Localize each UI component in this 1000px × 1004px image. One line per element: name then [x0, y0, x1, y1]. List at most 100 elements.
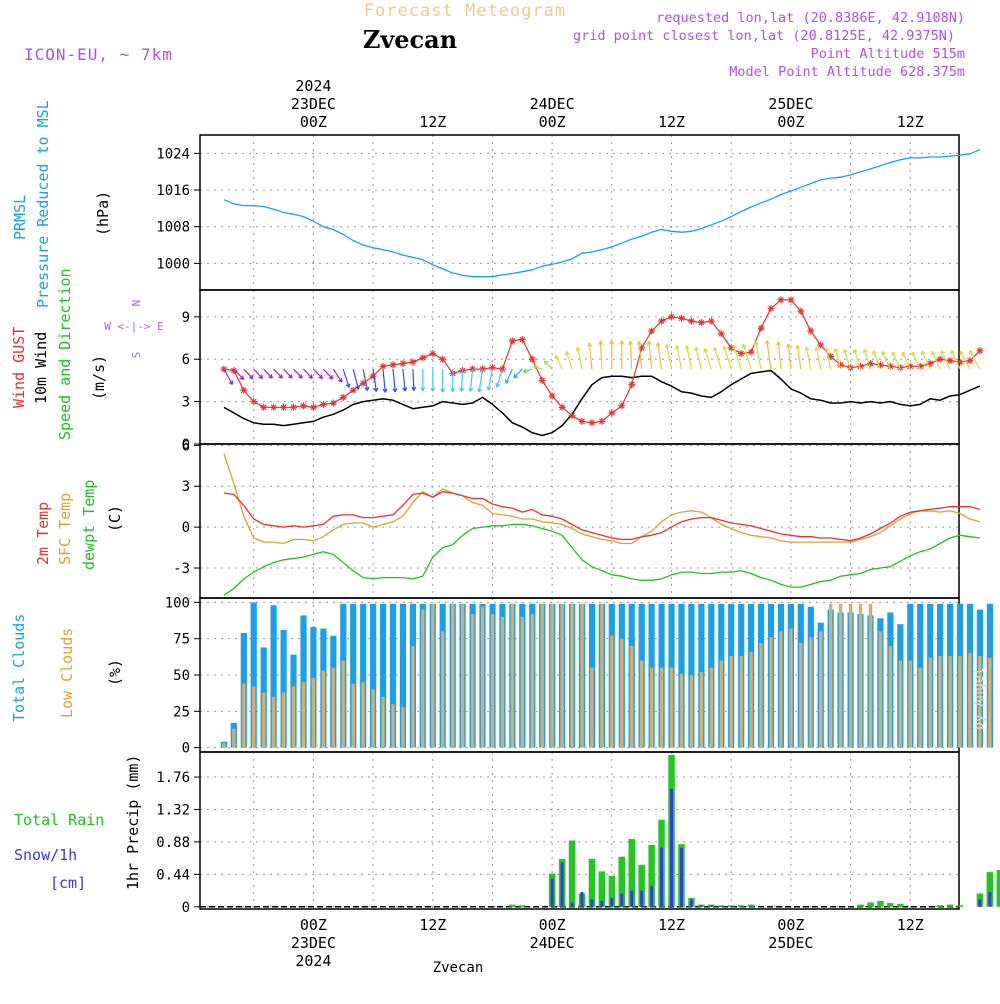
rain-bar — [747, 904, 755, 907]
low-clouds-bar — [560, 603, 564, 748]
gust-marker — [608, 409, 616, 417]
snow-bar — [550, 878, 554, 907]
precip-tick-label: 0.88 — [156, 835, 190, 851]
low-clouds-bar — [262, 692, 266, 748]
pressure-msl-label: Pressure Reduced to MSL — [34, 100, 52, 308]
wind-arrow — [931, 350, 941, 370]
gust-marker — [339, 393, 347, 401]
gust-marker — [757, 324, 765, 332]
wind-arrow — [332, 368, 343, 383]
low-clouds-bar — [480, 606, 485, 748]
wind-arrow — [372, 369, 379, 392]
gust-marker — [717, 330, 725, 338]
gust-marker — [727, 344, 735, 352]
total-clouds-label: Total Clouds — [10, 614, 28, 722]
rain-bar — [737, 905, 745, 907]
wind-arrow — [303, 368, 313, 379]
pressure-tick-label: 1000 — [156, 256, 190, 272]
low-clouds-bar — [918, 667, 922, 748]
precip-tick-label: 0 — [182, 900, 190, 916]
wind-arrow — [312, 368, 323, 380]
low-clouds-bar — [431, 603, 435, 748]
gust-marker — [668, 313, 676, 321]
wind-arrow — [741, 343, 752, 370]
precip-unit-label: 1hr Precip (mm) — [124, 755, 142, 890]
sfc-temp-line — [223, 453, 981, 545]
gust-marker — [866, 359, 874, 367]
gust-marker — [399, 359, 407, 367]
snow-bar — [709, 905, 713, 907]
gust-marker — [309, 403, 317, 411]
low-clouds-bar — [311, 677, 316, 748]
hpa-unit-label: (hPa) — [94, 191, 112, 236]
wind-arrow — [486, 368, 494, 391]
low-clouds-bar — [868, 603, 873, 748]
wind-tick-label: 9 — [182, 310, 190, 326]
wind-arrow — [420, 369, 426, 392]
pressure-axis-labels: PRMSL Pressure Reduced to MSL (hPa) — [11, 100, 112, 308]
bottom-axis-label: 23DEC — [291, 934, 336, 952]
total-clouds-bar — [300, 615, 307, 748]
wind-arrow — [940, 350, 951, 370]
bottom-axis-label: 00Z — [777, 916, 804, 934]
snow-bar — [560, 862, 564, 907]
top-axis-label: 2024 — [295, 77, 331, 95]
wind-arrow — [852, 349, 862, 370]
low-clouds-bar — [729, 656, 733, 748]
top-axis-label: 23DEC — [291, 95, 336, 113]
bottom-axis-label: 00Z — [539, 916, 566, 934]
top-axis-label: 12Z — [658, 113, 685, 131]
low-clouds-bar — [739, 656, 743, 748]
low-clouds-bar — [669, 667, 674, 748]
low-clouds-bar — [630, 645, 634, 748]
rain-bar — [936, 905, 944, 907]
wind-arrow — [459, 369, 465, 392]
rain-bar — [718, 905, 725, 907]
snow-bar — [580, 892, 584, 907]
low-clouds-bar — [361, 682, 365, 748]
wind-arrow — [543, 360, 553, 370]
low-clouds-bar — [829, 603, 833, 748]
wind-arrow — [872, 350, 881, 370]
gust-marker — [260, 403, 268, 411]
wind-arrow — [273, 368, 283, 379]
rain-bar — [509, 904, 516, 907]
gust-marker — [488, 364, 496, 372]
low-clouds-bar — [421, 609, 425, 748]
snow-bar — [729, 906, 733, 907]
temperature-axis-labels: 2m Temp SFC Temp dewpt Temp (C) — [34, 480, 124, 570]
gust-marker — [369, 372, 377, 380]
low-clouds-bar — [401, 707, 405, 748]
gust-marker — [270, 403, 278, 411]
low-clouds-bar — [321, 670, 326, 748]
precip-tick-label: 1.76 — [156, 770, 190, 786]
wind-arrow — [753, 341, 762, 370]
rain-bar — [628, 839, 635, 907]
snow-bar — [660, 847, 663, 907]
low-clouds-bar — [809, 637, 813, 748]
low-clouds-bar — [709, 667, 713, 748]
dewpt-line — [223, 523, 980, 596]
wind-arrow — [901, 351, 911, 370]
compass-rose: N W <-|-> E S — [104, 300, 164, 359]
low-clouds-bar — [540, 603, 544, 748]
snow-bar — [670, 788, 673, 907]
snow-label: Snow/1h — [14, 846, 77, 864]
gust-marker — [976, 347, 984, 355]
low-clouds-bar — [719, 660, 723, 748]
low-clouds-bar — [908, 660, 912, 748]
percent-unit-label: (%) — [106, 659, 124, 686]
t2m-label: 2m Temp — [34, 502, 52, 565]
bottom-axis-label: 12Z — [658, 916, 685, 934]
gust-marker — [817, 341, 825, 349]
wind-arrow — [322, 368, 334, 380]
gust-marker — [618, 402, 626, 410]
gust-marker — [926, 359, 934, 367]
wind-arrow — [243, 368, 254, 380]
wind-arrow — [450, 369, 456, 393]
location-title: Zvecan — [363, 25, 457, 54]
wind-arrow — [920, 350, 931, 370]
snow-bar — [719, 906, 723, 907]
